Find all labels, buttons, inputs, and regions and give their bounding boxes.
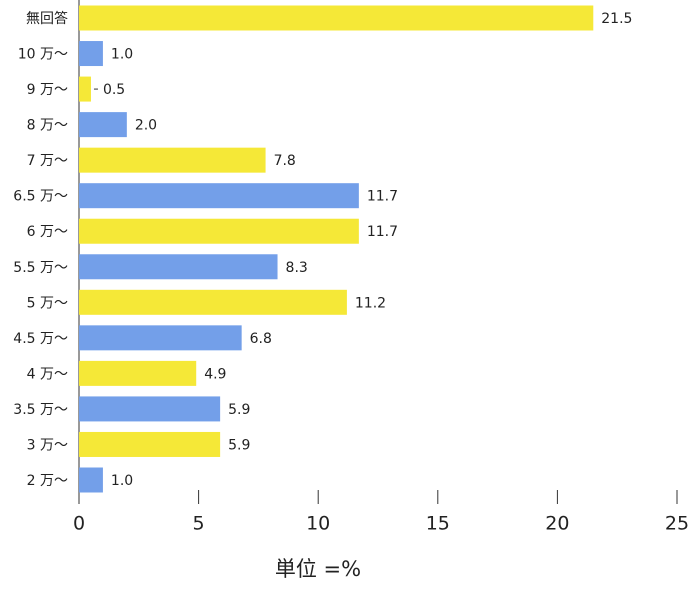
- bar: [79, 5, 594, 31]
- value-label: 1.0: [111, 47, 133, 63]
- bar: [79, 467, 103, 493]
- y-tick-label: 5 万〜: [27, 295, 68, 311]
- y-tick-label: 4 万〜: [27, 366, 68, 382]
- bar: [79, 218, 359, 244]
- value-label: 8.3: [286, 260, 308, 276]
- y-tick-label: 9 万〜: [27, 82, 68, 98]
- bar: [79, 76, 91, 102]
- y-tick-label: 3 万〜: [27, 437, 68, 453]
- value-label: 5.9: [228, 402, 250, 418]
- bar: [79, 396, 221, 422]
- value-label: 4.9: [204, 366, 226, 382]
- bar: [79, 112, 127, 138]
- value-label: 21.5: [601, 11, 632, 27]
- y-tick-label: 8 万〜: [27, 118, 68, 134]
- value-label: 11.7: [367, 189, 398, 205]
- value-label: 0.5: [103, 82, 125, 98]
- value-label: 11.7: [367, 224, 398, 240]
- y-tick-label: 2 万〜: [27, 473, 68, 489]
- y-tick-label: 5.5 万〜: [13, 260, 68, 276]
- x-tick-label: 0: [73, 513, 85, 535]
- x-axis-title: 単位 =%: [275, 557, 361, 581]
- value-label: 5.9: [228, 437, 250, 453]
- bar: [79, 431, 221, 457]
- value-label: 11.2: [355, 295, 386, 311]
- y-tick-label: 6.5 万〜: [13, 189, 68, 205]
- y-tick-label: 6 万〜: [27, 224, 68, 240]
- y-tick-label: 無回答: [26, 10, 68, 27]
- value-label: 1.0: [111, 473, 133, 489]
- value-label: 6.8: [250, 331, 272, 347]
- y-tick-label: 3.5 万〜: [13, 402, 68, 418]
- bar: [79, 147, 266, 173]
- x-tick-label: 5: [193, 513, 205, 535]
- bar: [79, 325, 242, 351]
- bar: [79, 183, 359, 209]
- bar: [79, 360, 197, 386]
- x-tick-label: 15: [426, 513, 450, 535]
- x-tick-label: 20: [545, 513, 569, 535]
- bar: [79, 254, 278, 280]
- y-tick-label: 4.5 万〜: [13, 331, 68, 347]
- x-tick-label: 25: [665, 513, 689, 535]
- bar: [79, 289, 347, 315]
- y-tick-label: 10 万〜: [18, 47, 68, 63]
- value-label: 7.8: [274, 153, 296, 169]
- bar: [79, 41, 103, 67]
- value-label: 2.0: [135, 118, 157, 134]
- y-tick-label: 7 万〜: [27, 153, 68, 169]
- x-tick-label: 10: [306, 513, 330, 535]
